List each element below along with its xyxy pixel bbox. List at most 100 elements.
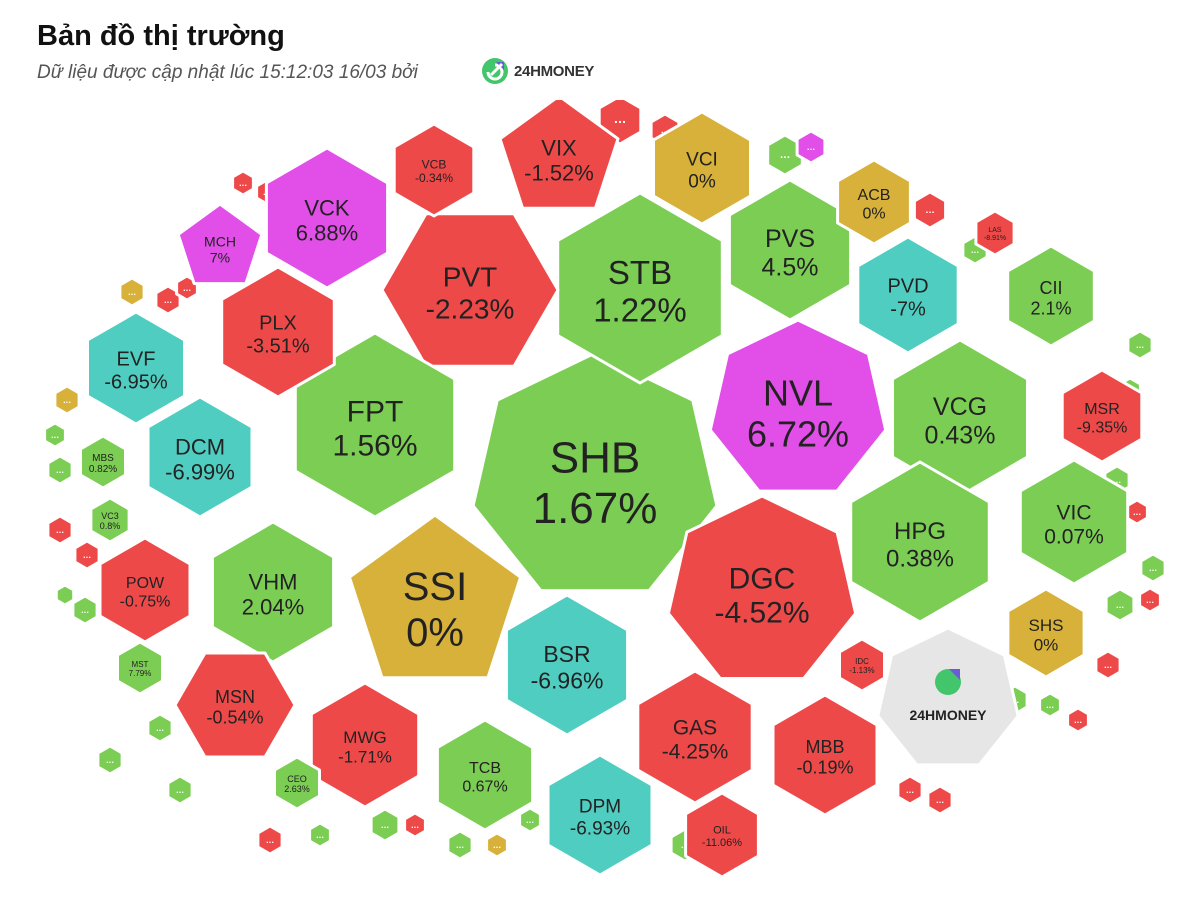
- minor-tile[interactable]: [795, 129, 827, 165]
- tile-msn[interactable]: [173, 651, 297, 759]
- tile-msr[interactable]: [1060, 368, 1144, 464]
- tile-shs[interactable]: [1006, 587, 1086, 679]
- tile-shb[interactable]: [471, 351, 719, 593]
- page-title: Bản đồ thị trường: [37, 20, 285, 52]
- minor-tile[interactable]: [1126, 329, 1154, 361]
- minor-tile[interactable]: [896, 774, 924, 806]
- tile-vc3-symbol: VC3: [101, 511, 119, 521]
- tile-evf[interactable]: [86, 310, 186, 426]
- minor-tile[interactable]: [43, 421, 67, 449]
- tile-vix[interactable]: [498, 100, 620, 210]
- tile-vic-symbol: VIC: [1056, 501, 1091, 524]
- brand-logo-icon: [482, 58, 508, 84]
- minor-tile[interactable]: [1094, 649, 1122, 681]
- tile-ceo[interactable]: [273, 755, 321, 811]
- minor-tile[interactable]: [96, 744, 124, 776]
- minor-tile-label: ...: [239, 180, 247, 188]
- minor-tile[interactable]: [308, 821, 332, 849]
- minor-tile[interactable]: [46, 514, 74, 546]
- minor-tile[interactable]: [446, 829, 474, 861]
- tile-gas[interactable]: [636, 669, 754, 805]
- minor-tile[interactable]: [912, 190, 948, 230]
- minor-tile[interactable]: [71, 594, 99, 626]
- tile-msn-symbol: MSN: [215, 687, 255, 707]
- tile-vic[interactable]: [1018, 458, 1130, 586]
- tile-pow[interactable]: [98, 536, 192, 644]
- tile-evf-symbol: EVF: [117, 349, 156, 371]
- tile-vck[interactable]: [264, 146, 390, 290]
- tile-vck-symbol: VCK: [304, 195, 350, 220]
- minor-tile[interactable]: [46, 454, 74, 486]
- brand-logo[interactable]: 24HMONEY: [480, 54, 594, 88]
- minor-tile-label: ...: [266, 837, 274, 845]
- tile-mch[interactable]: [176, 202, 264, 286]
- tile-hpg[interactable]: [849, 460, 991, 624]
- minor-tile[interactable]: [53, 384, 81, 416]
- tile-dcm[interactable]: [146, 395, 254, 519]
- minor-tile[interactable]: [73, 539, 101, 571]
- tile-vhm[interactable]: [210, 520, 336, 664]
- tile-fpt[interactable]: [293, 331, 457, 519]
- minor-tile[interactable]: [1139, 552, 1167, 584]
- minor-tile-label: ...: [56, 467, 64, 475]
- treemap-cells: ........................................…: [43, 100, 1167, 879]
- minor-tile[interactable]: [1138, 586, 1162, 614]
- minor-tile[interactable]: [518, 806, 542, 834]
- minor-tile[interactable]: [118, 276, 146, 308]
- minor-tile-label: ...: [51, 432, 59, 440]
- tile-las[interactable]: [974, 209, 1016, 257]
- tile-dgc-change: -4.52%: [714, 597, 809, 630]
- tile-plx[interactable]: [220, 265, 336, 399]
- tile-stb[interactable]: [556, 191, 724, 385]
- tile-gas-change: -4.25%: [662, 740, 729, 763]
- tile-tcb[interactable]: [435, 718, 535, 832]
- tile-acb[interactable]: [836, 158, 912, 246]
- tile-mwg[interactable]: [309, 681, 421, 809]
- tile-pow-change: -0.75%: [120, 593, 171, 610]
- minor-tile[interactable]: [146, 712, 174, 744]
- minor-tile[interactable]: [403, 811, 427, 839]
- minor-tile[interactable]: [231, 169, 255, 197]
- minor-tile[interactable]: [256, 824, 284, 856]
- minor-tile[interactable]: [54, 583, 76, 607]
- minor-tile-label: ...: [164, 297, 172, 305]
- tile-cii[interactable]: [1006, 244, 1096, 348]
- minor-tile[interactable]: [1066, 706, 1090, 734]
- watermark-logo-icon: [935, 669, 961, 695]
- tile-dgc[interactable]: [666, 494, 858, 680]
- minor-tile[interactable]: [485, 831, 509, 859]
- tile-vci-symbol: VCI: [686, 150, 718, 171]
- tile-dpm[interactable]: [546, 753, 654, 877]
- tile-vcb[interactable]: [392, 122, 476, 218]
- tile-dpm-change: -6.93%: [570, 818, 630, 839]
- tile-oil[interactable]: [684, 791, 760, 879]
- minor-tile-label: ...: [156, 725, 164, 733]
- tile-evf-change: -6.95%: [104, 371, 168, 393]
- tile-mwg-symbol: MWG: [343, 728, 386, 747]
- tile-hpg-change: 0.38%: [886, 545, 954, 572]
- tile-mst[interactable]: [116, 640, 164, 696]
- tile-ssi[interactable]: [347, 513, 523, 680]
- tile-vc3[interactable]: [89, 496, 131, 544]
- tile-gas-symbol: GAS: [673, 716, 717, 739]
- tile-bsr[interactable]: [504, 593, 630, 737]
- tile-idc[interactable]: [838, 637, 886, 693]
- minor-tile[interactable]: [166, 774, 194, 806]
- tile-msn-change: -0.54%: [206, 707, 263, 727]
- tile-bsr-change: -6.96%: [531, 667, 604, 693]
- tile-vck-change: 6.88%: [296, 220, 358, 245]
- minor-tile[interactable]: [1104, 587, 1136, 623]
- tile-pvd[interactable]: [856, 235, 960, 355]
- minor-tile-label: ...: [411, 822, 419, 830]
- brand-name: 24HMONEY: [514, 62, 595, 80]
- minor-tile[interactable]: [369, 807, 401, 843]
- tile-mbs[interactable]: [79, 434, 127, 490]
- tile-nvl[interactable]: [708, 318, 888, 493]
- minor-tile-label: ...: [1116, 601, 1124, 610]
- tile-vci[interactable]: [652, 110, 752, 226]
- tile-oil-symbol: OIL: [713, 825, 731, 837]
- tile-las-change: -8.91%: [984, 235, 1006, 242]
- minor-tile[interactable]: [1038, 691, 1062, 719]
- minor-tile[interactable]: [926, 784, 954, 816]
- tile-mbb[interactable]: [771, 693, 879, 817]
